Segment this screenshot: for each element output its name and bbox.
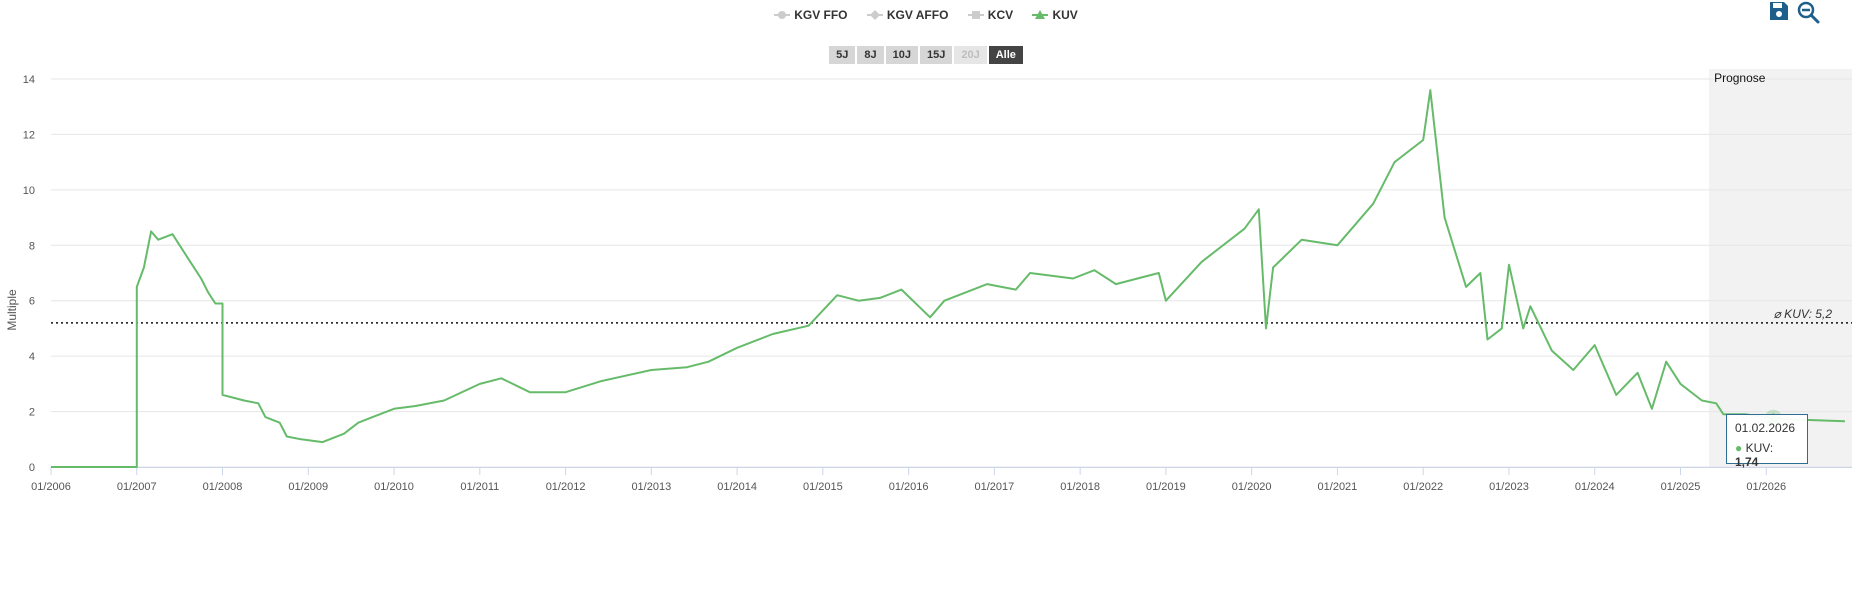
legend-item-kcv[interactable]: KCV xyxy=(967,8,1014,22)
x-tick-label: 01/2014 xyxy=(717,481,757,493)
y-tick-label: 2 xyxy=(29,407,35,419)
x-tick-label: 01/2006 xyxy=(31,481,71,493)
y-tick-label: 4 xyxy=(29,351,35,363)
legend: KGV FFO KGV AFFO KCV KUV xyxy=(0,8,1852,23)
x-tick-label: 01/2015 xyxy=(803,481,843,493)
y-tick-label: 8 xyxy=(29,240,35,252)
x-tick-label: 01/2019 xyxy=(1146,481,1186,493)
legend-item-kuv[interactable]: KUV xyxy=(1032,8,1078,22)
tooltip: 01.02.2026 ● KUV: 1,74 xyxy=(1726,414,1808,469)
tooltip-dot-icon: ● xyxy=(1735,441,1743,455)
range-button-20j[interactable]: 20J xyxy=(954,46,987,64)
tooltip-date: 01.02.2026 xyxy=(1735,421,1796,435)
y-tick-label: 14 xyxy=(23,74,35,86)
legend-item-kgv-affo[interactable]: KGV AFFO xyxy=(866,8,949,22)
forecast-band xyxy=(1709,69,1852,467)
legend-label-kcv: KCV xyxy=(987,8,1014,22)
series-line-kuv xyxy=(51,89,1845,468)
x-tick-label: 01/2010 xyxy=(374,481,414,493)
range-selector: 5J 8J 10J 15J 20J Alle xyxy=(0,46,1852,64)
x-tick-label: 01/2026 xyxy=(1746,481,1786,493)
x-tick-label: 01/2018 xyxy=(1060,481,1100,493)
y-tick-label: 12 xyxy=(23,129,35,141)
y-tick-label: 0 xyxy=(29,462,35,474)
tooltip-value: 1,74 xyxy=(1735,455,1759,469)
square-marker-icon xyxy=(967,11,984,19)
forecast-label: Prognose xyxy=(1714,71,1766,85)
y-tick-label: 10 xyxy=(23,185,35,197)
x-tick-label: 01/2007 xyxy=(117,481,157,493)
range-button-15j[interactable]: 15J xyxy=(919,46,953,64)
triangle-marker-icon xyxy=(1032,10,1049,19)
legend-item-kgv-ffo[interactable]: KGV FFO xyxy=(774,8,848,22)
diamond-marker-icon xyxy=(866,10,883,20)
x-tick-label: 01/2008 xyxy=(203,481,243,493)
x-tick-label: 01/2020 xyxy=(1232,481,1272,493)
x-tick-label: 01/2022 xyxy=(1403,481,1443,493)
range-button-10j[interactable]: 10J xyxy=(885,46,918,64)
range-button-5j[interactable]: 5J xyxy=(829,46,856,64)
range-button-8j[interactable]: 8J xyxy=(857,46,884,64)
x-tick-label: 01/2023 xyxy=(1489,481,1529,493)
x-tick-label: 01/2012 xyxy=(546,481,586,493)
x-tick-label: 01/2024 xyxy=(1575,481,1615,493)
x-tick-label: 01/2016 xyxy=(889,481,929,493)
x-tick-label: 01/2013 xyxy=(631,481,671,493)
x-tick-label: 01/2011 xyxy=(460,481,499,493)
x-tick-label: 01/2009 xyxy=(288,481,328,493)
y-axis-label: Multiple xyxy=(5,289,19,331)
y-tick-label: 6 xyxy=(29,296,35,308)
legend-label-kgv-ffo: KGV FFO xyxy=(794,8,848,22)
save-icon[interactable] xyxy=(1768,0,1790,22)
range-button-alle[interactable]: Alle xyxy=(988,46,1023,64)
x-tick-label: 01/2021 xyxy=(1318,481,1358,493)
legend-label-kgv-affo: KGV AFFO xyxy=(886,8,949,22)
x-tick-label: 01/2017 xyxy=(974,481,1014,493)
circle-marker-icon xyxy=(774,11,791,19)
tooltip-series: KUV xyxy=(1745,441,1770,455)
average-label: ⌀ KUV: 5,2 xyxy=(1774,307,1833,321)
x-tick-label: 01/2025 xyxy=(1661,481,1701,493)
zoom-out-icon[interactable] xyxy=(1796,0,1820,24)
legend-label-kuv: KUV xyxy=(1052,8,1078,22)
